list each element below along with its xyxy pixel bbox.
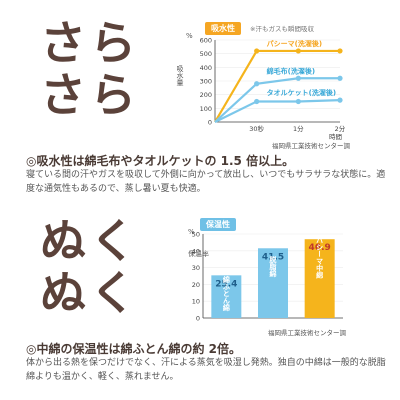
chart2-ytick-label: 50 — [192, 231, 200, 239]
section2-body: 体から出る熱を保つだけでなく、汗による蒸気を吸湿し発熱。独自の中綿は一般的な脱脂… — [26, 358, 386, 382]
chart2-ytick-label: 40 — [192, 247, 200, 255]
chart1-xtick-label: 1分 — [293, 124, 304, 133]
chart2-ytick-label: 20 — [192, 281, 200, 289]
chart1-ylabel: 吸水量 — [176, 65, 184, 86]
chart1-point — [295, 48, 301, 54]
hero-text-sara-2: さら — [40, 68, 140, 122]
chart1-ytick-label: 600 — [200, 37, 212, 45]
chart2-category-label: 脱脂綿 — [269, 255, 278, 278]
chart2-source: 福岡県工業技術センター調 — [268, 329, 346, 337]
chart1-point — [295, 98, 301, 105]
chart2-ytick-label: 30 — [192, 264, 200, 272]
chart2-category-label: 綿ふとん綿 — [222, 275, 230, 312]
chart1-point — [254, 48, 260, 54]
chart1-ytick-label: 400 — [200, 64, 212, 72]
chart1-xtick-label: 2分 — [335, 124, 346, 133]
chart1-point — [337, 75, 343, 81]
chart2-value-label: 41.5 — [262, 252, 284, 262]
section2-heading: ◎中綿の保温性は綿ふとん綿の約 2倍。 — [26, 342, 241, 356]
chart2-title-badge: 保温性 — [200, 218, 236, 231]
hero-text-nuku-1: ぬく — [40, 214, 140, 268]
hero-text-sara-1: さら — [40, 16, 140, 70]
chart1-ytick-label: 100 — [200, 105, 212, 113]
chart1-note: ※汗もガスも瞬間吸収 — [250, 25, 314, 33]
chart2-bar — [258, 248, 288, 318]
chart1-series-line — [214, 49, 340, 123]
chart2-ytick-label: 10 — [192, 298, 200, 306]
chart1-point — [254, 81, 260, 87]
chart1-series-line — [214, 99, 341, 123]
chart1-ytick-label: 0 — [208, 119, 212, 127]
chart1-xtick-label: 30秒 — [249, 124, 264, 133]
chart1-point — [254, 98, 260, 105]
chart2-category-label: パシーマ中綿 — [316, 235, 324, 279]
chart2-value-label: 46.9 — [309, 243, 331, 253]
chart2-bar — [211, 275, 242, 318]
chart1-point — [337, 97, 343, 103]
section1-heading: ◎吸水性は綿毛布やタオルケットの 1.5 倍以上。 — [26, 154, 295, 168]
chart1-series-line — [214, 77, 340, 123]
chart1-ytick-label: 500 — [200, 50, 212, 58]
chart1-source: 福岡県工業技術センター調 — [272, 142, 350, 150]
section1-body: 寝ている間の汗やガスを吸収して外側に向かって放出し、いつでもサラサラな状態に。適… — [26, 170, 386, 194]
chart1-ytick-label: 300 — [200, 78, 212, 86]
chart2-ytick-label: 0 — [196, 315, 200, 323]
chart1-series-label: 綿毛布(洗濯後) — [267, 66, 315, 75]
chart1-xlabel: 時間 — [329, 133, 342, 141]
chart1-point — [337, 48, 343, 54]
chart1-ytick-label: 200 — [200, 91, 212, 99]
chart1-yunit: % — [186, 32, 193, 40]
chart1-series-label: タオルケット(洗濯後) — [267, 88, 336, 97]
hero-text-nuku-2: ぬく — [40, 266, 140, 320]
chart2-yunit: % — [188, 228, 195, 236]
chart2-bar — [304, 239, 335, 318]
chart2-ylabel: 保温率 — [188, 249, 209, 258]
chart1-series-label: パシーマ(洗濯後) — [267, 39, 322, 48]
chart1-title-badge: 吸水性 — [205, 22, 241, 35]
chart1-point — [295, 75, 301, 81]
chart2-value-label: 25.4 — [215, 279, 237, 289]
